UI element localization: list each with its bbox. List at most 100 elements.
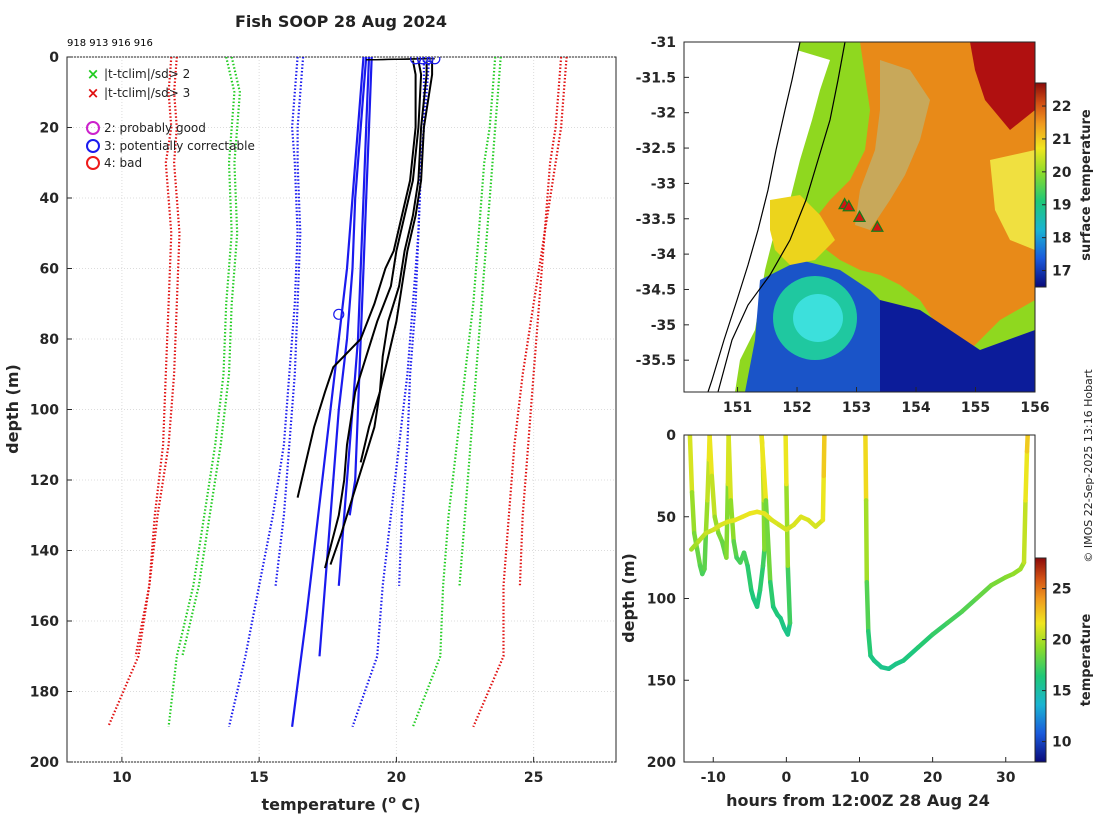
glider-track-segment (785, 563, 793, 626)
station-triangle (842, 199, 856, 212)
profile-y-tick-label: 60 (40, 262, 60, 278)
legend-label: |t-tclim|/sd> 2 (104, 67, 190, 81)
profile-axes-box (66, 56, 617, 763)
glider-track-segment (1021, 498, 1028, 565)
sst-colorbar-tick-label: 22 (1052, 99, 1071, 115)
sst-colorbar-tick-label: 21 (1052, 132, 1071, 148)
coastline (707, 42, 801, 392)
glider-panel: -10 0 10 20 30 0 50 100 150 200 hours from 12:00… (619, 428, 1094, 810)
map-y-tick-label: -33 (651, 176, 676, 192)
xbt-stations (838, 197, 884, 232)
glider-track-segment (707, 435, 715, 479)
glider-x-tick-label: 0 (782, 770, 792, 786)
glider-track-segment (687, 435, 695, 495)
climatology-line (181, 57, 242, 657)
climatology-line (274, 57, 305, 586)
climatology-line (458, 57, 502, 586)
map-y-tick-label: -31.5 (636, 70, 676, 86)
profile-y-tick-label: 140 (30, 544, 59, 560)
glider-track-segment (783, 435, 789, 487)
climatology-line (227, 57, 299, 728)
glider-track-segment (694, 547, 703, 569)
profile-x-label-sup: o (388, 793, 396, 806)
legend-label: 4: bad (104, 156, 142, 170)
temp-colorbar-tick-label: 10 (1052, 735, 1072, 751)
profile-series (107, 57, 568, 728)
legend-label: 3: potentially correctable (104, 139, 255, 153)
glider-track-segment (703, 498, 710, 536)
flag-marker (422, 57, 434, 65)
glider-y-tick-label: 100 (647, 592, 676, 608)
xbt-blue-line (291, 57, 365, 727)
glider-x-ticks: -10 0 10 20 30 (701, 757, 1016, 786)
glider-y-ticks: 0 50 100 150 200 (647, 428, 689, 771)
glider-track-segment (768, 579, 776, 609)
glider-y-tick-label: 50 (657, 510, 677, 526)
glider-track-segment (974, 583, 994, 601)
profile-x-ticks: 10 15 20 25 (112, 757, 543, 786)
profile-title: Fish SOOP 28 Aug 2024 (235, 12, 447, 31)
glider-track-segment (709, 473, 717, 520)
temp-colorbar-ticks: 10 15 20 25 (1042, 582, 1072, 751)
climatology-line (107, 57, 181, 728)
map-y-tick-label: -35 (651, 318, 676, 334)
glider-track-segment (915, 632, 935, 650)
profile-x-tick-label: 25 (524, 770, 543, 786)
xbt-blue-line (348, 57, 373, 516)
glider-track-segment (1023, 449, 1030, 503)
glider-track-segment (864, 579, 871, 634)
sst-map-panel: 151 152 153 154 155 156 -31-31.5-32-32.5-33-3… (636, 35, 1094, 416)
glider-y-tick-label: 150 (647, 673, 676, 689)
sst-deep-cold (880, 300, 1035, 392)
flag-marker (429, 57, 441, 65)
sst-colorbar-tick-label: 20 (1052, 165, 1072, 181)
sst-colorbar-label: surface temperature (1079, 109, 1094, 261)
xbt-black-line (359, 60, 434, 463)
xbt-black-line (296, 60, 417, 498)
profile-grid (67, 56, 616, 763)
legend-circle-symbol (86, 121, 100, 135)
profile-y-tick-label: 160 (30, 614, 59, 630)
profile-y-tick-label: 40 (40, 191, 60, 207)
legend-label: |t-tclim|/sd> 3 (104, 86, 190, 100)
legend-label: 2: probably good (104, 121, 206, 135)
profile-y-tick-label: 80 (40, 332, 60, 348)
profile-y-ticks: 0 20 40 60 80 100 120 140 160 180 200 (30, 50, 72, 771)
profile-ids: 918 913 916 916 (67, 38, 153, 49)
profile-x-label-main: temperature ( (261, 795, 388, 814)
sst-colorbar-tick-label: 19 (1052, 198, 1071, 214)
sst-warm-core (810, 42, 1035, 360)
glider-track-segment (702, 530, 709, 572)
glider-track-segment (863, 498, 870, 585)
legend-circle-symbol (86, 156, 100, 170)
legend-cross-symbol: × (87, 65, 100, 83)
map-y-tick-label: -34.5 (636, 282, 676, 298)
glider-track-segment (705, 457, 712, 503)
map-x-tick-label: 156 (1020, 400, 1049, 416)
profile-x-label: temperature (o C) (261, 793, 420, 814)
temp-colorbar-tick-label: 25 (1052, 582, 1071, 598)
profile-x-tick-label: 10 (112, 770, 132, 786)
station-triangle (852, 210, 867, 223)
temp-colorbar-tick-label: 15 (1052, 684, 1071, 700)
glider-track-segment (745, 563, 754, 593)
imos-credit: © IMOS 22-Sep-2025 13:16 Hobart (1082, 369, 1095, 563)
sst-colorbar-ticks: 17 18 19 20 21 22 (1042, 99, 1072, 280)
map-y-tick-label: -35.5 (636, 353, 676, 369)
flag-marker (410, 57, 422, 65)
map-y-tick-label: -33.5 (636, 212, 676, 228)
temp-colorbar (1034, 557, 1047, 763)
glider-track-segment (760, 547, 767, 569)
map-y-tick-label: -32 (651, 106, 676, 122)
sst-colorbar-tick-label: 18 (1052, 231, 1071, 247)
glider-y-tick-label: 0 (666, 428, 676, 444)
glider-track-segment (821, 435, 827, 479)
xbt-black-line (329, 60, 428, 565)
climatology-line (134, 57, 173, 657)
glider-track-segment (757, 563, 766, 593)
map-y-tick-label: -32.5 (636, 141, 676, 157)
glider-track-segment (945, 609, 965, 626)
profile-y-tick-label: 0 (49, 50, 59, 66)
map-y-tick-label: -34 (651, 247, 677, 263)
